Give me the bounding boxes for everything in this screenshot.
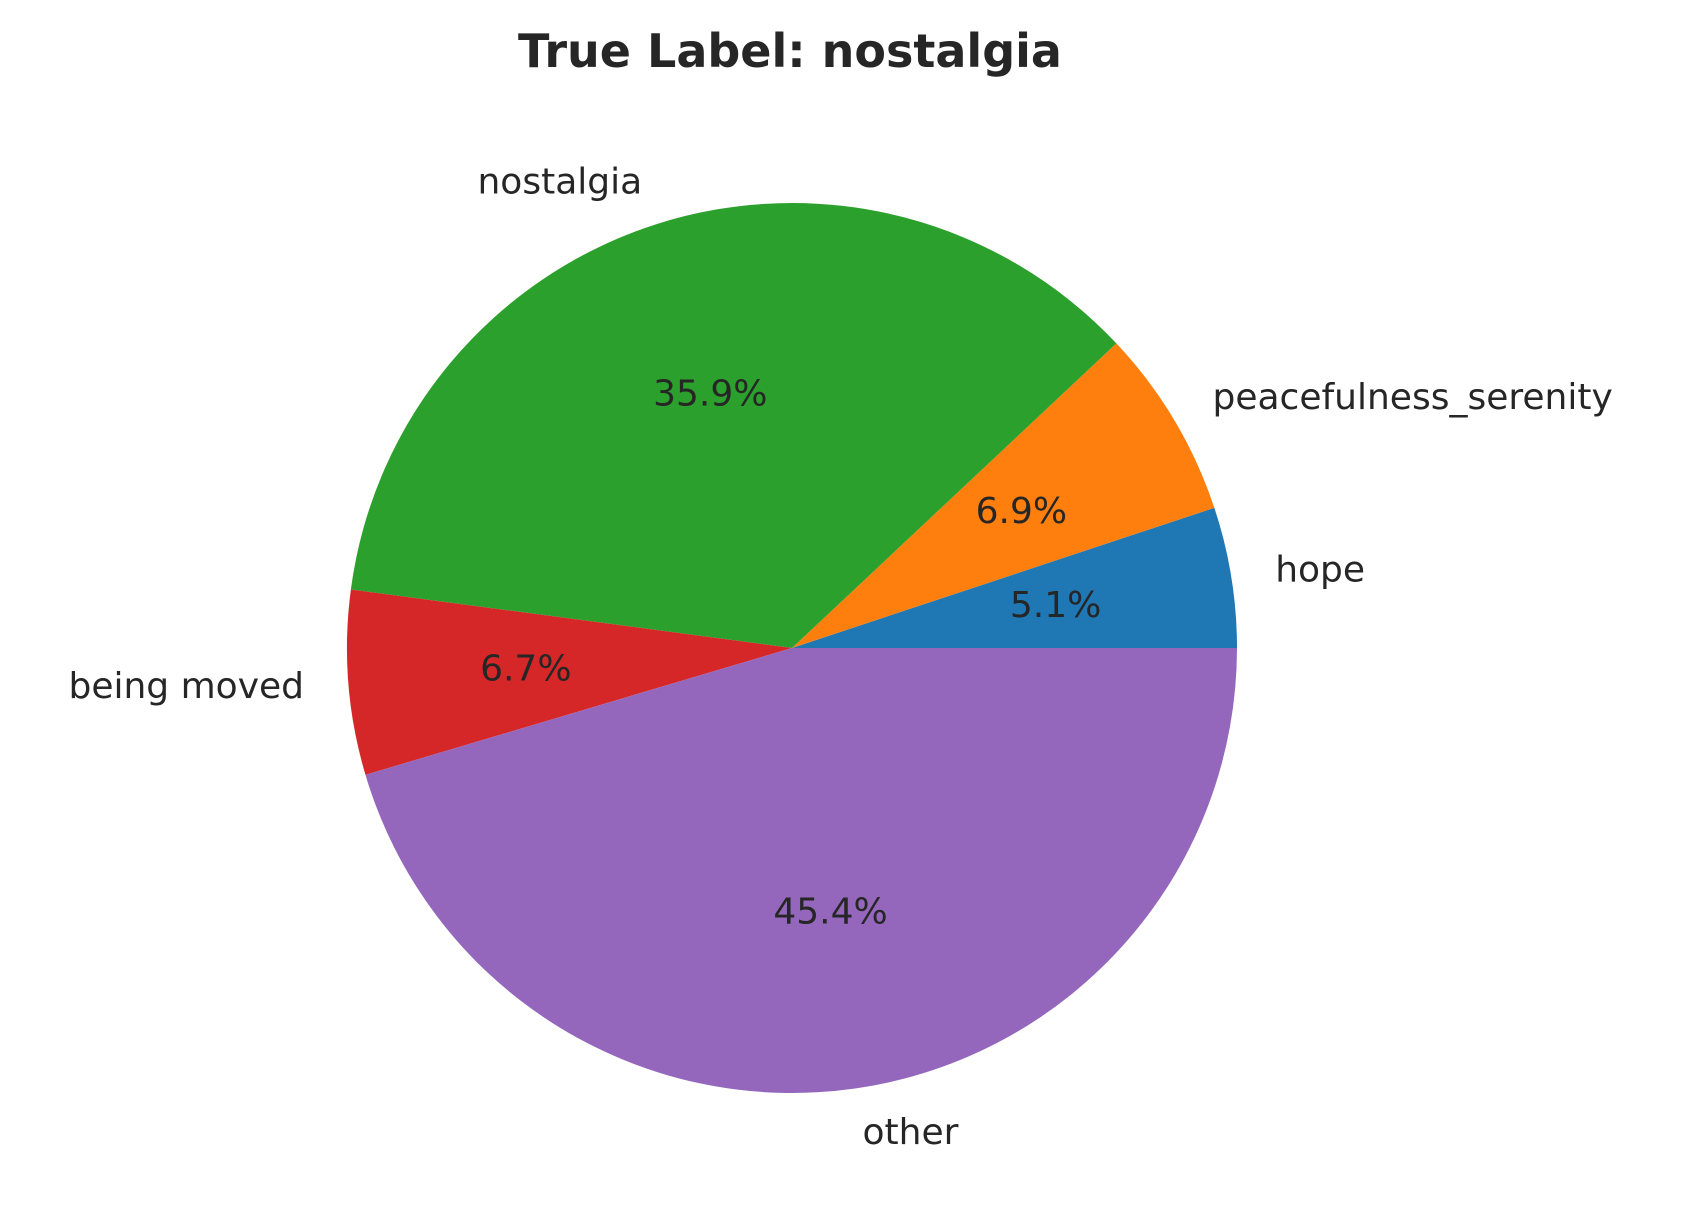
pct-label-hope: 5.1% — [1010, 585, 1101, 626]
pie-labels: hope 5.1% peacefulness_serenity 6.9% nostalg… — [68, 162, 1612, 1153]
pie-slice-being-moved — [347, 589, 792, 775]
pct-label-nostalgia: 35.9% — [653, 373, 767, 414]
slice-label-peacefulness-serenity: peacefulness_serenity — [1213, 377, 1613, 418]
pie-slices — [347, 203, 1238, 1093]
pie-slice-other — [365, 648, 1238, 1093]
chart-title: True Label: nostalgia — [518, 24, 1062, 78]
pct-label-peacefulness-serenity: 6.9% — [976, 491, 1067, 532]
pct-label-other: 45.4% — [773, 892, 887, 933]
slice-label-hope: hope — [1275, 549, 1365, 590]
pie-slice-hope — [792, 507, 1237, 648]
slice-label-nostalgia: nostalgia — [477, 162, 642, 203]
slice-label-other: other — [863, 1112, 959, 1153]
pie-slice-peacefulness-serenity — [792, 343, 1215, 648]
pct-label-being-moved: 6.7% — [480, 648, 571, 689]
slice-label-being-moved: being moved — [68, 666, 304, 707]
pie-slice-nostalgia — [350, 203, 1117, 648]
